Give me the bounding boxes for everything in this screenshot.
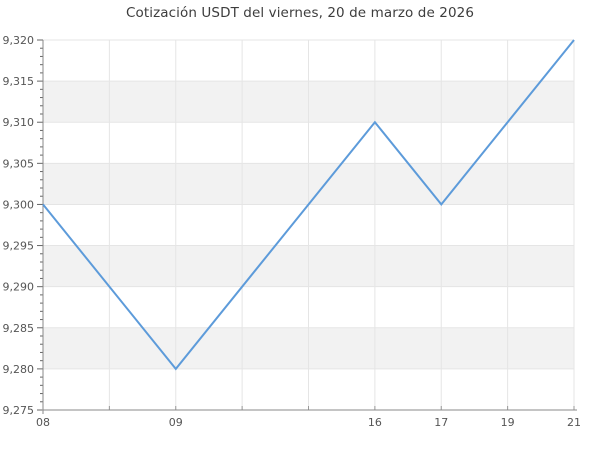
x-axis-label: 17 [434,416,448,429]
x-axis-label: 19 [501,416,515,429]
y-axis-label: 9,280 [3,363,35,376]
axis-lines [42,40,577,414]
y-axis-label: 9,275 [3,404,35,417]
price-line [42,39,575,371]
x-axis-label: 16 [368,416,382,429]
y-axis-label: 9,295 [3,240,35,253]
y-axis-label: 9,315 [3,75,35,88]
y-axis-label: 9,300 [3,198,35,211]
y-axis-label: 9,290 [3,281,35,294]
price-line-series [42,39,575,371]
x-axis-ticks [42,406,575,410]
y-axis-label: 9,285 [3,322,35,335]
y-axis-label: 9,305 [3,157,35,170]
y-axis-labels: 9,275 9,280 9,285 9,290 9,295 9,300 9,305 9,310… [3,34,35,417]
x-axis-labels: 08 09 16 17 19 21 [36,416,581,429]
x-axis-label: 09 [169,416,183,429]
y-axis-ticks [37,39,43,411]
x-axis-label: 21 [567,416,581,429]
y-axis-label: 9,310 [3,116,35,129]
x-axis-label: 08 [36,416,50,429]
y-axis-label: 9,320 [3,34,35,47]
chart-title: Cotización USDT del viernes, 20 de marzo… [125,5,475,21]
